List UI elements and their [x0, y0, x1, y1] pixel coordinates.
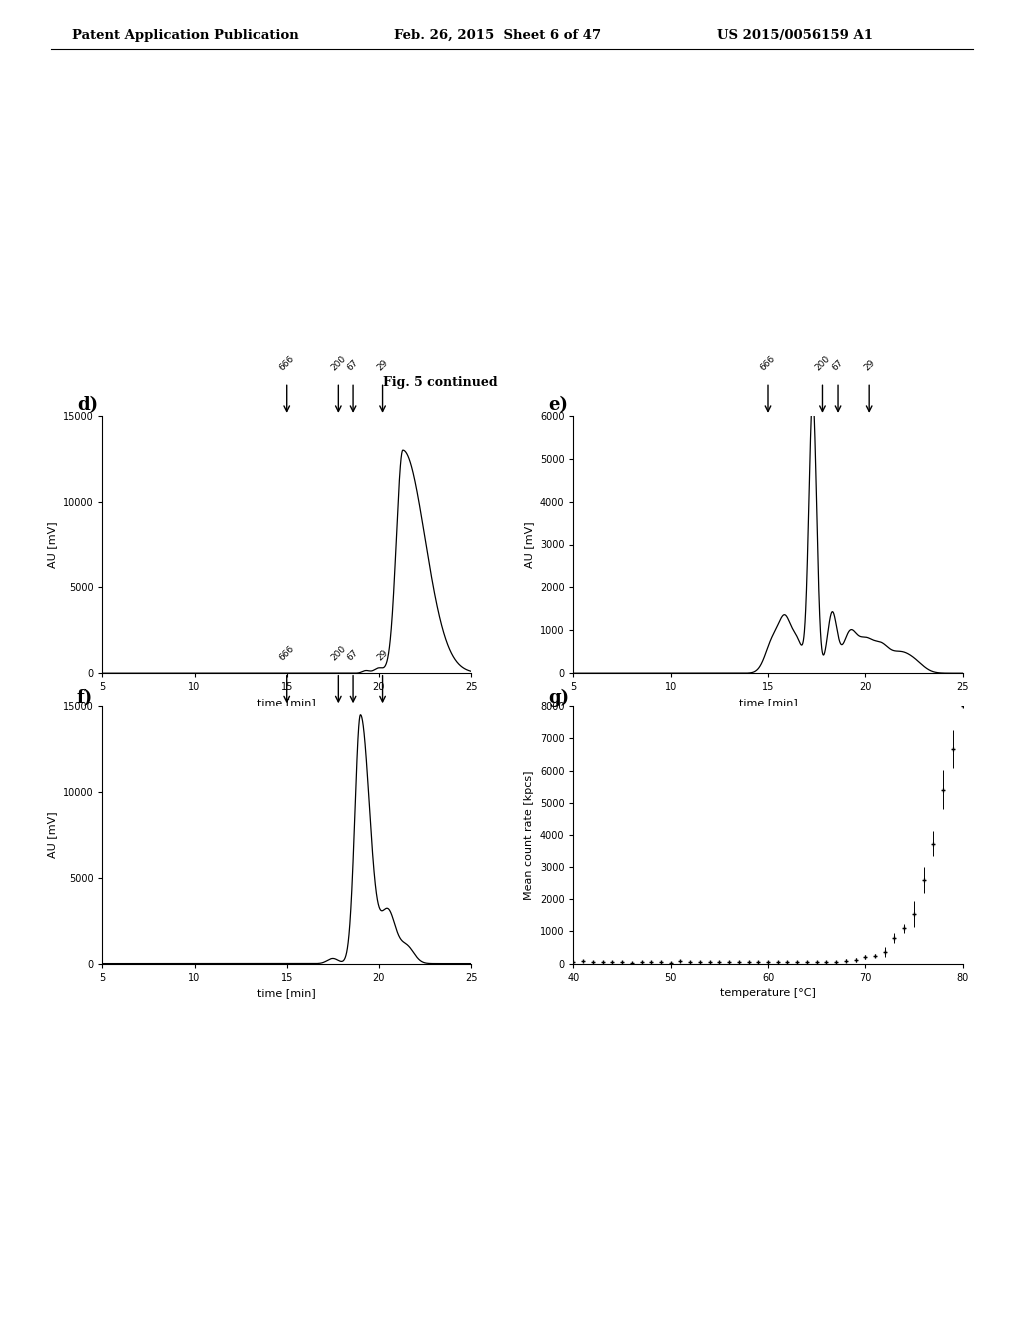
Text: 67: 67	[346, 648, 360, 663]
Text: g): g)	[548, 689, 569, 708]
Y-axis label: Mean count rate [kpcs]: Mean count rate [kpcs]	[524, 770, 535, 900]
X-axis label: time [min]: time [min]	[257, 698, 316, 708]
Text: Fig. 5 continued: Fig. 5 continued	[383, 376, 498, 389]
Text: d): d)	[77, 396, 98, 414]
X-axis label: temperature [°C]: temperature [°C]	[720, 989, 816, 998]
Text: Feb. 26, 2015  Sheet 6 of 47: Feb. 26, 2015 Sheet 6 of 47	[394, 29, 601, 42]
Text: 29: 29	[862, 358, 877, 372]
Y-axis label: AU [mV]: AU [mV]	[524, 521, 535, 568]
Text: 666: 666	[278, 354, 296, 372]
Text: 67: 67	[346, 358, 360, 372]
Text: US 2015/0056159 A1: US 2015/0056159 A1	[717, 29, 872, 42]
Y-axis label: AU [mV]: AU [mV]	[47, 521, 57, 568]
X-axis label: time [min]: time [min]	[738, 698, 798, 708]
Y-axis label: AU [mV]: AU [mV]	[47, 812, 57, 858]
Text: 29: 29	[376, 648, 390, 663]
Text: 666: 666	[278, 644, 296, 663]
Text: f): f)	[77, 689, 93, 708]
Text: 200: 200	[813, 354, 831, 372]
Text: e): e)	[548, 396, 568, 414]
Text: 29: 29	[376, 358, 390, 372]
Text: Patent Application Publication: Patent Application Publication	[72, 29, 298, 42]
X-axis label: time [min]: time [min]	[257, 989, 316, 998]
Text: 200: 200	[329, 354, 347, 372]
Text: 666: 666	[759, 354, 777, 372]
Text: 67: 67	[830, 358, 845, 372]
Text: 200: 200	[329, 644, 347, 663]
